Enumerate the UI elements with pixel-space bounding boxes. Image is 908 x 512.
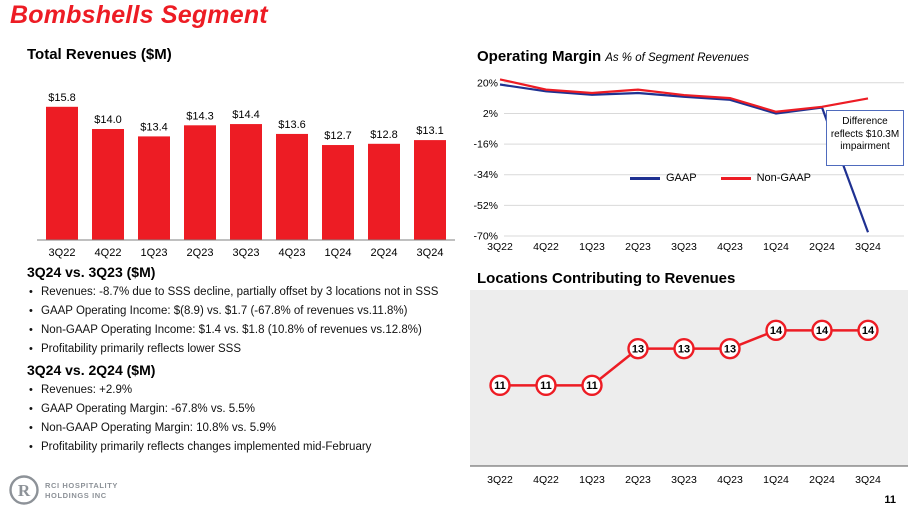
locations-line-chart: 11 3Q22 11 4Q22 11 1Q23 13 2Q23 13 3Q23 13 4Q23 14 1Q… xyxy=(470,290,908,495)
page-number: 11 xyxy=(884,494,896,506)
svg-text:3Q22: 3Q22 xyxy=(487,474,513,486)
list-item: Non-GAAP Operating Margin: 10.8% vs. 5.9… xyxy=(27,421,467,435)
svg-text:2Q24: 2Q24 xyxy=(371,247,398,259)
list-item: GAAP Operating Income: $(8.9) vs. $1.7 (… xyxy=(27,304,467,318)
logo-line-2: HOLDINGS INC xyxy=(45,490,107,500)
rci-logo-text: RCI HOSPITALITY HOLDINGS INC xyxy=(45,481,118,500)
svg-text:4Q22: 4Q22 xyxy=(533,474,559,486)
nongaap-line-swatch xyxy=(720,176,751,180)
svg-text:2Q24: 2Q24 xyxy=(809,241,835,253)
gaap-legend-label: GAAP xyxy=(666,172,697,184)
svg-text:3Q23: 3Q23 xyxy=(671,241,697,253)
rci-logo: R RCI HOSPITALITY HOLDINGS INC xyxy=(8,474,118,506)
commentary-list-1: Revenues: -8.7% due to SSS decline, part… xyxy=(27,285,467,356)
revenues-bar-chart: $15.8 3Q22 $14.0 4Q22 $13.4 1Q23 $14.3 2Q23 $14.… xyxy=(15,68,460,268)
list-item: Non-GAAP Operating Income: $1.4 vs. $1.8… xyxy=(27,323,467,337)
svg-text:1Q24: 1Q24 xyxy=(763,474,789,486)
svg-text:1Q23: 1Q23 xyxy=(579,241,605,253)
svg-text:-34%: -34% xyxy=(473,169,498,181)
margin-chart-subtitle: As % of Segment Revenues xyxy=(605,52,750,64)
svg-text:$14.4: $14.4 xyxy=(232,109,260,121)
list-item: Revenues: +2.9% xyxy=(27,383,467,397)
svg-text:$12.8: $12.8 xyxy=(370,129,398,141)
svg-text:4Q23: 4Q23 xyxy=(717,241,743,253)
svg-text:3Q23: 3Q23 xyxy=(671,474,697,486)
commentary-heading-3q24-vs-3q23: 3Q24 vs. 3Q23 ($M) xyxy=(27,264,156,280)
svg-text:11: 11 xyxy=(494,380,506,392)
svg-text:1Q23: 1Q23 xyxy=(141,247,168,259)
svg-text:$14.3: $14.3 xyxy=(186,110,214,122)
logo-line-1: RCI HOSPITALITY xyxy=(45,480,119,490)
svg-text:4Q22: 4Q22 xyxy=(95,247,122,259)
svg-text:1Q23: 1Q23 xyxy=(579,474,605,486)
svg-text:1Q24: 1Q24 xyxy=(763,241,789,253)
revenues-chart-title: Total Revenues ($M) xyxy=(27,46,172,63)
svg-text:-52%: -52% xyxy=(473,200,498,212)
margin-chart-title-text: Operating Margin xyxy=(477,48,602,65)
margin-chart-legend: GAAP Non-GAAP xyxy=(630,172,811,184)
list-item: Profitability primarily reflects changes… xyxy=(27,440,467,454)
legend-item-nongaap: Non-GAAP xyxy=(720,172,811,184)
svg-text:14: 14 xyxy=(816,325,829,337)
svg-text:2Q23: 2Q23 xyxy=(625,241,651,253)
svg-text:11: 11 xyxy=(540,380,552,392)
list-item: Profitability primarily reflects lower S… xyxy=(27,342,467,356)
svg-text:$13.1: $13.1 xyxy=(416,125,444,137)
list-item: GAAP Operating Margin: -67.8% vs. 5.5% xyxy=(27,402,467,416)
svg-text:2%: 2% xyxy=(483,108,498,120)
svg-text:3Q22: 3Q22 xyxy=(487,241,513,253)
svg-text:2Q23: 2Q23 xyxy=(187,247,214,259)
svg-text:13: 13 xyxy=(678,343,690,355)
margin-chart-title: Operating Margin As % of Segment Revenues xyxy=(477,48,749,65)
svg-text:13: 13 xyxy=(724,343,736,355)
svg-text:3Q24: 3Q24 xyxy=(417,247,444,259)
commentary-heading-3q24-vs-2q24: 3Q24 vs. 2Q24 ($M) xyxy=(27,362,156,378)
svg-text:3Q23: 3Q23 xyxy=(233,247,260,259)
svg-text:$14.0: $14.0 xyxy=(94,114,122,126)
rci-logo-icon: R xyxy=(9,475,39,505)
slide-title: Bombshells Segment xyxy=(10,1,268,29)
svg-text:3Q22: 3Q22 xyxy=(49,247,76,259)
commentary-section: 3Q24 vs. 3Q23 ($M) Revenues: -8.7% due t… xyxy=(27,258,467,459)
svg-text:2Q23: 2Q23 xyxy=(625,474,651,486)
impairment-annotation: Difference reflects $10.3M impairment xyxy=(826,110,904,166)
operating-margin-chart: 20% 2% -16% -34% -52% -70% 3Q22 4Q22 1Q23 2Q23 3Q2… xyxy=(470,64,908,264)
svg-text:13: 13 xyxy=(632,343,644,355)
locations-chart-title: Locations Contributing to Revenues xyxy=(477,270,736,287)
svg-text:$12.7: $12.7 xyxy=(324,130,352,142)
svg-text:2Q24: 2Q24 xyxy=(809,474,835,486)
svg-text:-70%: -70% xyxy=(473,231,498,243)
svg-text:14: 14 xyxy=(770,325,783,337)
svg-text:20%: 20% xyxy=(477,77,498,89)
svg-text:$13.4: $13.4 xyxy=(140,121,168,133)
svg-text:$13.6: $13.6 xyxy=(278,119,306,131)
svg-text:11: 11 xyxy=(586,380,598,392)
commentary-list-2: Revenues: +2.9% GAAP Operating Margin: -… xyxy=(27,383,467,454)
svg-text:$15.8: $15.8 xyxy=(48,92,76,104)
legend-item-gaap: GAAP xyxy=(630,172,697,184)
svg-text:-16%: -16% xyxy=(473,139,498,151)
svg-text:4Q23: 4Q23 xyxy=(717,474,743,486)
svg-text:3Q24: 3Q24 xyxy=(855,474,881,486)
nongaap-legend-label: Non-GAAP xyxy=(756,172,811,184)
svg-text:4Q23: 4Q23 xyxy=(279,247,306,259)
gaap-line-swatch xyxy=(630,176,660,180)
list-item: Revenues: -8.7% due to SSS decline, part… xyxy=(27,285,467,299)
svg-text:14: 14 xyxy=(862,325,875,337)
svg-text:1Q24: 1Q24 xyxy=(325,247,352,259)
svg-text:R: R xyxy=(18,481,31,500)
svg-text:4Q22: 4Q22 xyxy=(533,241,559,253)
svg-text:3Q24: 3Q24 xyxy=(855,241,881,253)
